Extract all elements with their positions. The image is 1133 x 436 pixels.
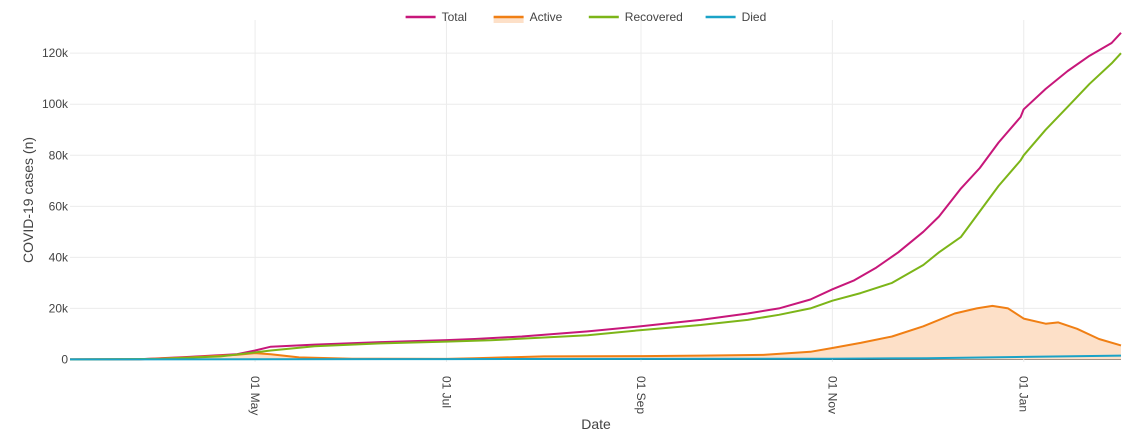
y-tick-label: 20k (49, 301, 69, 315)
series-line-recovered (69, 52, 1122, 361)
area-layer (70, 305, 1121, 360)
x-axis-title: Date (581, 416, 611, 432)
y-gridlines (70, 52, 1121, 360)
legend-item-recovered[interactable]: Recovered (588, 10, 683, 24)
legend: Total Active Recovered Died (405, 10, 767, 24)
y-tick-label: 120k (42, 46, 69, 60)
series-line-active (69, 304, 1122, 361)
x-gridlines (254, 20, 1025, 362)
legend-swatch-fill (493, 17, 524, 23)
legend-item-died[interactable]: Died (705, 10, 767, 24)
x-axis-ticks: 01 May 01 Jul 01 Sep 01 Nov 01 Jan (248, 376, 1031, 415)
series-lines (69, 32, 1122, 361)
active-area-fill (70, 305, 1121, 360)
legend-label: Total (442, 10, 467, 24)
y-axis-ticks: 0 20k 40k 60k 80k 100k 120k (42, 46, 69, 366)
legend-item-total[interactable]: Total (405, 10, 467, 24)
y-tick-label: 100k (42, 97, 69, 111)
x-tick-label: 01 May (248, 376, 262, 415)
x-tick-label: 01 Nov (825, 376, 839, 414)
legend-label: Active (530, 10, 563, 24)
y-axis-title: COVID-19 cases (n) (20, 137, 36, 263)
series-line-total (69, 32, 1122, 361)
x-tick-label: 01 Jan (1017, 376, 1031, 412)
y-tick-label: 0 (61, 352, 68, 366)
y-tick-label: 80k (49, 148, 69, 162)
legend-item-active[interactable]: Active (493, 10, 563, 24)
x-tick-label: 01 Jul (439, 376, 453, 408)
legend-label: Recovered (625, 10, 683, 24)
y-tick-label: 40k (49, 250, 69, 264)
y-tick-label: 60k (49, 199, 69, 213)
x-tick-label: 01 Sep (634, 376, 648, 414)
series-line-died (69, 354, 1122, 361)
legend-label: Died (742, 10, 767, 24)
